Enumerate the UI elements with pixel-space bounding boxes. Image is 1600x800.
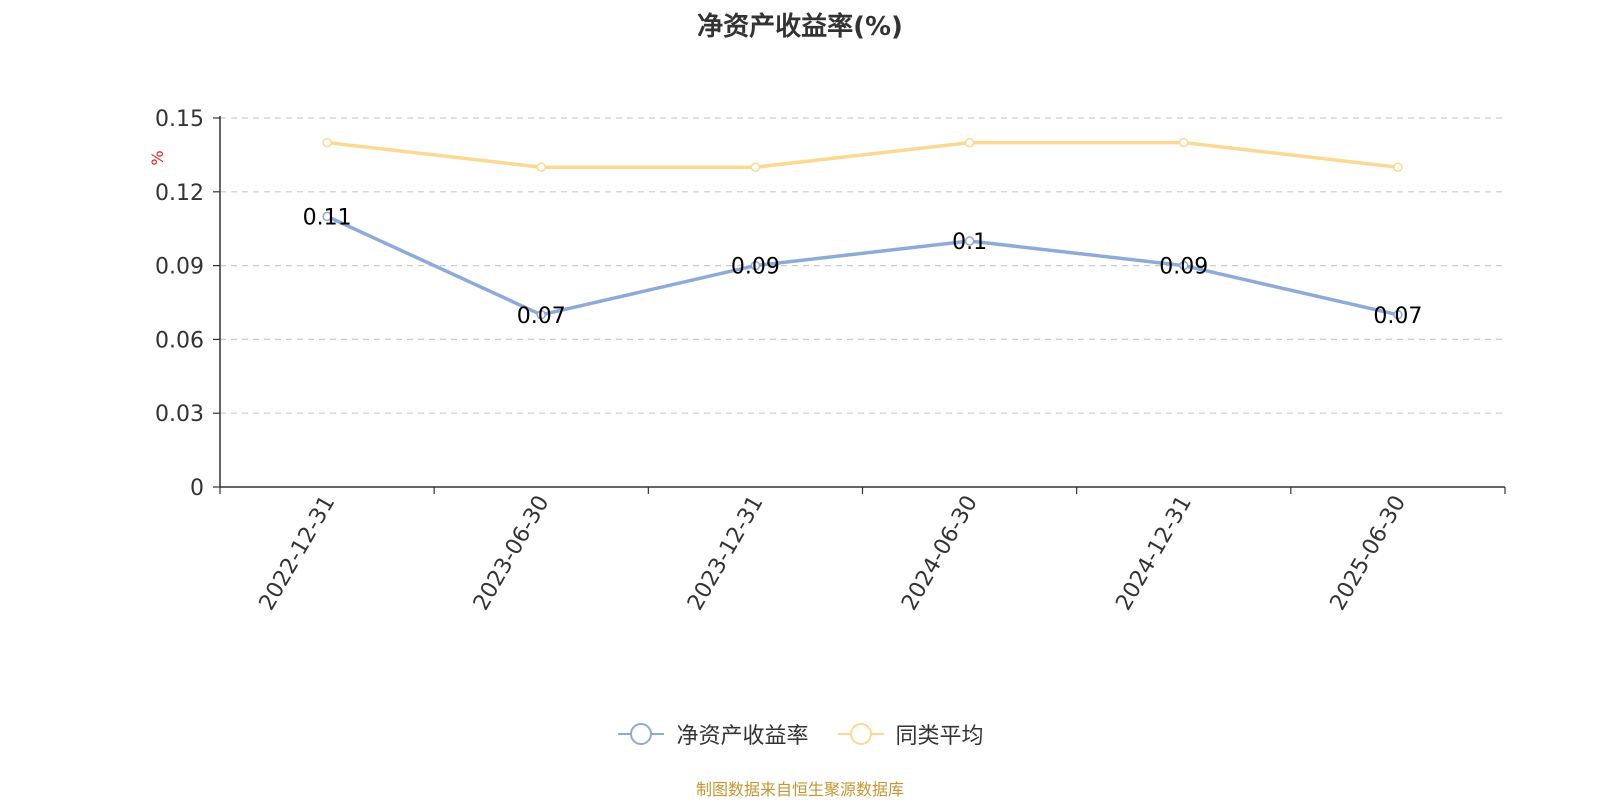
legend-line-circle-icon — [837, 723, 884, 745]
data-source-note: 制图数据来自恒生聚源数据库 — [695, 780, 904, 799]
series-point-1 — [1179, 137, 1189, 148]
series-point-1 — [322, 137, 332, 148]
legend-item-peer-average[interactable]: 同类平均 — [836, 718, 984, 750]
series-point-0 — [322, 211, 332, 222]
x-tick-label: 2024-12-31 — [1111, 492, 1197, 615]
data-label: 0.1 — [952, 230, 987, 255]
data-label: 0.07 — [517, 304, 566, 329]
legend-item-roe[interactable]: 净资产收益率 — [616, 718, 809, 750]
series-point-1 — [964, 137, 975, 148]
series-point-0 — [964, 236, 975, 246]
series-point-0 — [1393, 310, 1403, 320]
x-tick-label: 2025-06-30 — [1326, 492, 1412, 615]
legend-line-circle-icon — [618, 723, 665, 745]
series-point-0 — [750, 260, 761, 271]
series-line-1 — [326, 140, 1399, 169]
chart-legend[interactable]: 净资产收益率 同类平均 — [0, 718, 1600, 753]
chart-plot-area: 0 0.03 0.06 0.09 0.12 0.15% 2022-12-31 2023-06-… — [148, 107, 1506, 615]
x-tick-label: 2022-12-31 — [255, 492, 341, 615]
legend-label-peer-average: 同类平均 — [895, 724, 984, 749]
y-tick-label: 0.03 — [155, 402, 204, 427]
chart-title: 净资产收益率(%) — [697, 12, 903, 42]
x-tick-label: 2024-06-30 — [897, 491, 983, 614]
y-tick-label: 0 — [190, 476, 204, 501]
y-tick-label: 0.06 — [155, 328, 204, 353]
y-axis-label: % — [148, 150, 167, 165]
x-tick-label: 2023-12-31 — [683, 492, 769, 615]
data-label: 0.09 — [1159, 255, 1208, 280]
data-label: 0.11 — [303, 205, 352, 230]
series-point-1 — [750, 162, 761, 172]
series-point-1 — [1393, 162, 1403, 172]
y-tick-label: 0.15 — [155, 107, 204, 132]
series-line-0 — [326, 214, 1399, 317]
data-label: 0.09 — [731, 255, 780, 280]
series-point-0 — [536, 310, 546, 320]
data-label: 0.07 — [1373, 304, 1422, 329]
series-point-0 — [1179, 260, 1189, 271]
y-tick-label: 0.09 — [155, 255, 204, 280]
x-tick-label: 2023-06-30 — [469, 492, 555, 615]
legend-label-roe: 净资产收益率 — [676, 724, 809, 749]
y-tick-label: 0.12 — [155, 181, 204, 206]
series-point-1 — [536, 162, 546, 172]
